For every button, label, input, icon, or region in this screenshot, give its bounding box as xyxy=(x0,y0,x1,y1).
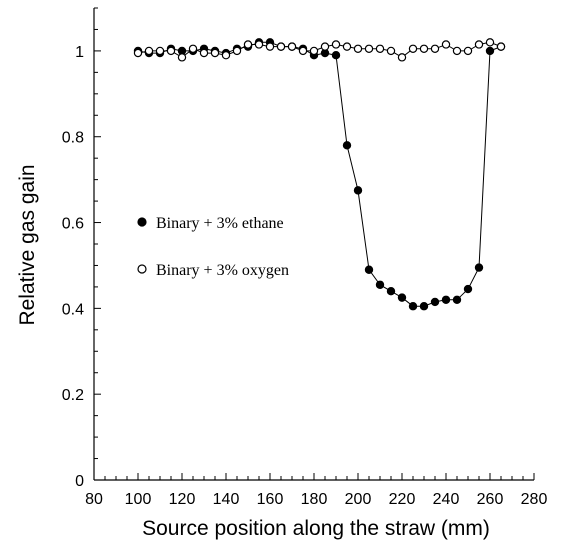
x-tick-label: 200 xyxy=(345,491,372,508)
x-tick-label: 220 xyxy=(389,491,416,508)
data-point-oxygen xyxy=(276,42,286,51)
x-axis-title: Source position along the straw (mm) xyxy=(142,517,490,540)
data-point-oxygen xyxy=(210,48,220,58)
y-tick-label: 1 xyxy=(75,44,84,61)
data-point-oxygen xyxy=(287,42,297,51)
data-point-oxygen xyxy=(155,46,165,56)
data-point-oxygen xyxy=(375,44,385,53)
x-tick-label: 100 xyxy=(125,491,152,508)
legend-marker-ethane xyxy=(137,217,147,227)
data-point-oxygen xyxy=(430,44,440,53)
y-tick-label: 0.4 xyxy=(62,301,84,318)
legend-marker-oxygen xyxy=(137,264,147,274)
data-point-oxygen xyxy=(265,42,275,51)
y-tick-label: 0.2 xyxy=(62,387,84,404)
data-point-oxygen xyxy=(221,51,231,60)
series-line-oxygen xyxy=(137,41,502,58)
data-point-ethane xyxy=(485,46,495,56)
data-point-ethane xyxy=(331,51,341,60)
legend-label-ethane: Binary + 3% ethane xyxy=(156,215,284,232)
data-point-oxygen xyxy=(452,46,462,56)
data-point-oxygen xyxy=(254,40,264,49)
data-point-ethane xyxy=(408,302,418,311)
data-point-ethane xyxy=(397,293,407,302)
x-tick-label: 160 xyxy=(257,491,284,508)
data-point-ethane xyxy=(441,295,451,304)
data-point-oxygen xyxy=(177,53,187,62)
series-line-ethane xyxy=(137,41,502,307)
data-point-oxygen xyxy=(386,46,396,56)
data-point-oxygen xyxy=(309,46,319,56)
data-point-ethane xyxy=(342,141,352,150)
data-point-oxygen xyxy=(441,40,451,49)
data-point-ethane xyxy=(386,287,396,296)
x-tick-label: 180 xyxy=(301,491,328,508)
y-tick-label: 0 xyxy=(75,473,84,490)
data-point-oxygen xyxy=(353,44,363,53)
data-point-ethane xyxy=(463,284,473,294)
data-point-oxygen xyxy=(298,46,308,56)
data-point-ethane xyxy=(353,186,363,195)
x-tick-label: 140 xyxy=(213,491,240,508)
y-tick-label: 0.8 xyxy=(62,130,84,147)
data-point-oxygen xyxy=(144,46,154,56)
data-point-oxygen xyxy=(342,42,352,51)
y-axis-title: Relative gas gain xyxy=(16,164,39,325)
data-point-oxygen xyxy=(496,42,506,51)
data-point-oxygen xyxy=(485,38,495,47)
x-tick-label: 120 xyxy=(169,491,196,508)
data-point-oxygen xyxy=(232,46,242,56)
x-tick-label: 280 xyxy=(521,491,548,508)
legend-label-oxygen: Binary + 3% oxygen xyxy=(156,262,289,279)
data-point-oxygen xyxy=(463,46,473,56)
data-point-oxygen xyxy=(133,48,143,58)
data-point-ethane xyxy=(430,297,440,307)
data-point-ethane xyxy=(452,295,462,304)
data-point-oxygen xyxy=(243,40,253,49)
y-tick-label: 0.6 xyxy=(62,216,84,233)
data-point-ethane xyxy=(419,302,429,311)
data-point-oxygen xyxy=(364,44,374,53)
data-point-ethane xyxy=(474,263,484,272)
x-tick-label: 80 xyxy=(85,491,103,508)
data-point-ethane xyxy=(364,265,374,274)
data-point-ethane xyxy=(375,280,385,289)
data-point-oxygen xyxy=(166,46,176,56)
data-point-oxygen xyxy=(419,44,429,53)
data-point-oxygen xyxy=(320,42,330,51)
data-point-oxygen xyxy=(397,53,407,62)
data-point-oxygen xyxy=(188,44,198,53)
x-tick-label: 260 xyxy=(477,491,504,508)
data-point-oxygen xyxy=(331,40,341,49)
data-point-oxygen xyxy=(474,40,484,49)
data-point-oxygen xyxy=(408,44,418,53)
data-point-oxygen xyxy=(199,48,209,58)
x-tick-label: 240 xyxy=(433,491,460,508)
